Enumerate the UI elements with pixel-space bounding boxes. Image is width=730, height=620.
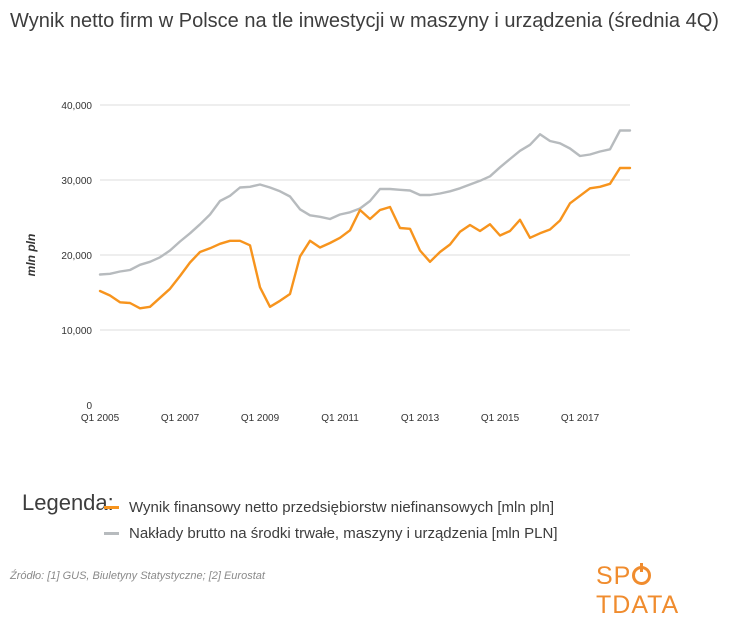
series-lines [98, 129, 632, 310]
source-note: Źródło: [1] GUS, Biuletyny Statystyczne;… [10, 570, 265, 582]
y-axis-ticks: 0 10,000 20,000 30,000 40,000 [61, 101, 92, 412]
logo-o-icon [632, 563, 652, 585]
legend-label-net-result: Wynik finansowy netto przedsiębiorstw ni… [129, 498, 555, 516]
legend-swatch-gray [104, 531, 119, 535]
legend-item-net-result: Wynik finansowy netto przedsiębiorstw ni… [104, 494, 558, 520]
gridlines [100, 104, 630, 331]
x-axis-ticks: Q1 2005 Q1 2007 Q1 2009 Q1 2011 Q1 2013 Q1 20… [81, 413, 600, 424]
x-tick-label: Q1 2017 [561, 413, 600, 424]
y-axis-label: mln pln [24, 234, 38, 277]
x-tick-label: Q1 2009 [241, 413, 280, 424]
legend-title: Legenda: [22, 490, 114, 515]
legend-swatch-orange [104, 505, 119, 509]
x-tick-label: Q1 2013 [401, 413, 440, 424]
spotdata-logo: SPTDATA [596, 562, 730, 620]
legend: Wynik finansowy netto przedsiębiorstw ni… [104, 494, 558, 546]
logo-text-left: SP [596, 562, 632, 590]
legend-label-investment: Nakłady brutto na środki trwałe, maszyny… [129, 524, 558, 542]
x-tick-label: Q1 2007 [161, 413, 200, 424]
y-tick-label: 0 [86, 401, 92, 412]
legend-item-investment: Nakłady brutto na środki trwałe, maszyny… [104, 520, 558, 546]
x-tick-label: Q1 2005 [81, 413, 120, 424]
chart-title: Wynik netto firm w Polsce na tle inwesty… [10, 10, 719, 32]
y-tick-label: 40,000 [61, 101, 92, 112]
x-tick-label: Q1 2011 [321, 413, 359, 424]
logo-text-right: TDATA [596, 591, 680, 619]
y-tick-label: 20,000 [61, 251, 92, 262]
series-line-investment [98, 129, 632, 276]
x-tick-label: Q1 2015 [481, 413, 520, 424]
y-tick-label: 10,000 [61, 326, 92, 337]
y-tick-label: 30,000 [61, 176, 92, 187]
series-line-net-result [98, 166, 632, 310]
